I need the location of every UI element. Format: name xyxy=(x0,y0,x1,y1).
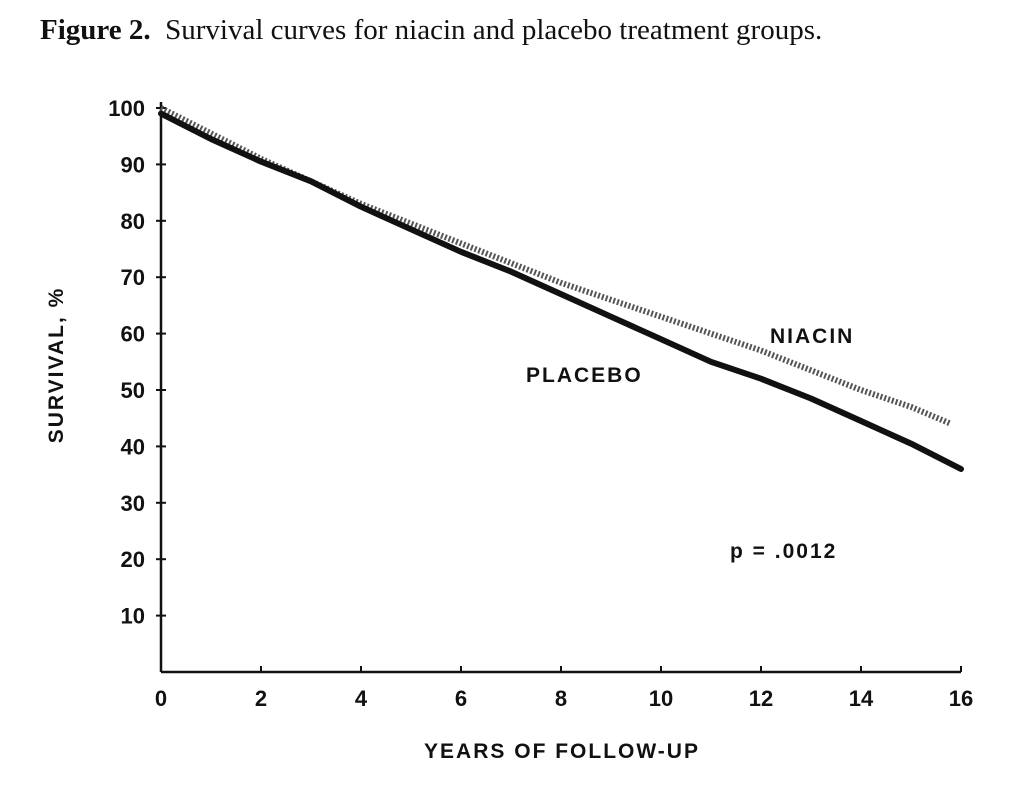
y-axis-title: SURVIVAL, % xyxy=(45,287,68,444)
figure-caption-text: Survival curves for niacin and placebo t… xyxy=(165,14,823,46)
niacin-series-label: NIACIN xyxy=(770,325,854,348)
y-tick-label: 100 xyxy=(108,96,145,121)
y-tick-label: 70 xyxy=(121,265,145,290)
y-tick-label: 50 xyxy=(121,378,145,403)
x-tick-label: 10 xyxy=(649,686,673,711)
x-axis-ticks: 0 2 4 6 8 10 12 14 16 xyxy=(155,666,973,711)
p-value-annotation: p = .0012 xyxy=(730,540,837,563)
x-tick-label: 2 xyxy=(255,686,267,711)
x-tick-label: 12 xyxy=(749,686,773,711)
y-tick-label: 60 xyxy=(121,322,145,347)
x-tick-label: 8 xyxy=(555,686,567,711)
y-axis-ticks: 10 20 30 40 50 60 70 80 90 100 xyxy=(108,96,166,629)
x-tick-label: 0 xyxy=(155,686,167,711)
placebo-series-label: PLACEBO xyxy=(526,364,643,387)
x-tick-label: 14 xyxy=(849,686,874,711)
y-tick-label: 40 xyxy=(121,434,145,459)
y-tick-label: 10 xyxy=(121,604,145,629)
x-tick-label: 6 xyxy=(455,686,467,711)
x-axis-title: YEARS OF FOLLOW-UP xyxy=(424,740,700,763)
x-tick-label: 16 xyxy=(949,686,973,711)
figure-label: Figure 2. xyxy=(40,14,151,46)
y-tick-label: 90 xyxy=(121,152,145,177)
series-layer xyxy=(158,105,964,472)
axes xyxy=(159,102,961,674)
x-tick-label: 4 xyxy=(355,686,368,711)
y-tick-label: 20 xyxy=(121,547,145,572)
placebo-survival-line xyxy=(158,110,964,472)
figure-caption: Figure 2. Survival curves for niacin and… xyxy=(40,14,1000,47)
y-tick-label: 30 xyxy=(121,491,145,516)
y-tick-label: 80 xyxy=(121,209,145,234)
